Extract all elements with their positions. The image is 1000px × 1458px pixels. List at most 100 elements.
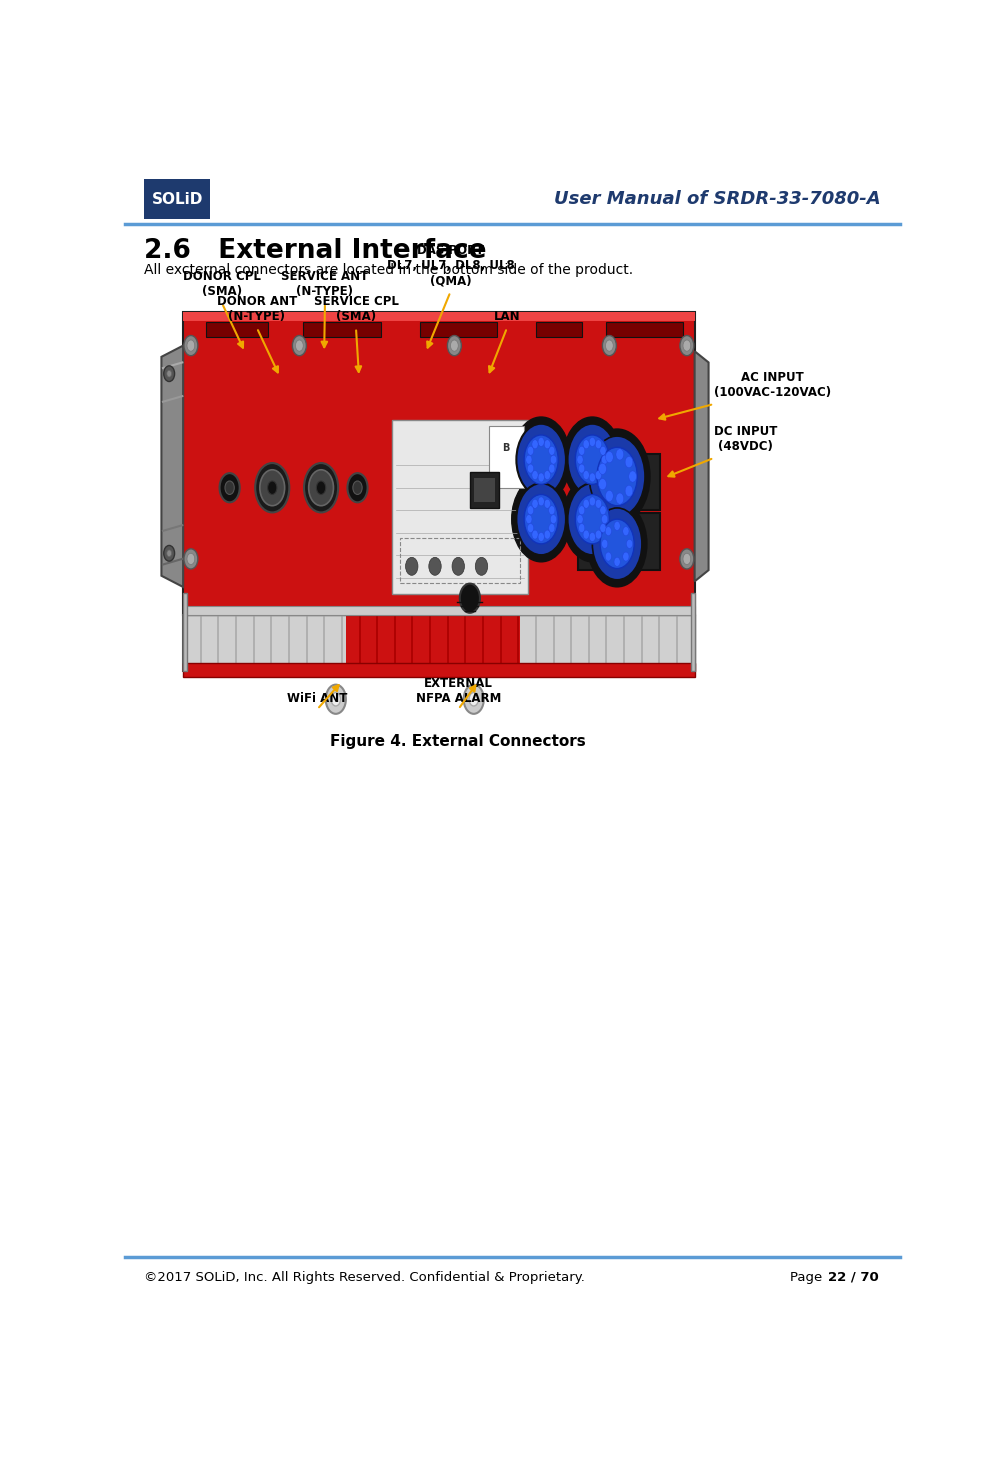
Bar <box>392 420 528 595</box>
Circle shape <box>524 434 558 484</box>
Circle shape <box>680 335 694 356</box>
Circle shape <box>347 474 368 503</box>
Bar <box>606 322 683 337</box>
Circle shape <box>532 471 538 480</box>
Circle shape <box>184 548 198 569</box>
Circle shape <box>600 446 606 455</box>
Circle shape <box>625 456 633 468</box>
Circle shape <box>599 478 606 490</box>
Circle shape <box>595 471 602 480</box>
Circle shape <box>579 523 585 532</box>
Circle shape <box>527 464 534 472</box>
Text: B: B <box>503 443 510 453</box>
Bar <box>474 478 495 503</box>
Bar <box>621 453 660 510</box>
Circle shape <box>575 494 609 544</box>
Circle shape <box>583 531 589 539</box>
Text: DC INPUT
(48VDC): DC INPUT (48VDC) <box>714 426 777 453</box>
Text: SERVICE ANT
(N-TYPE): SERVICE ANT (N-TYPE) <box>281 270 369 299</box>
Circle shape <box>592 507 642 580</box>
Text: ©2017 SOLiD, Inc. All Rights Reserved. Confidential & Proprietary.: ©2017 SOLiD, Inc. All Rights Reserved. C… <box>144 1271 585 1283</box>
Circle shape <box>550 515 557 523</box>
Circle shape <box>549 523 555 532</box>
Bar <box>578 453 617 510</box>
Text: AC INPUT
(100VAC-120VAC): AC INPUT (100VAC-120VAC) <box>714 372 831 399</box>
Circle shape <box>538 437 544 446</box>
Circle shape <box>683 340 691 351</box>
Text: Page: Page <box>790 1271 826 1283</box>
Circle shape <box>589 436 645 518</box>
Circle shape <box>583 499 589 509</box>
Circle shape <box>296 340 303 351</box>
Circle shape <box>184 335 198 356</box>
Circle shape <box>524 494 558 544</box>
Text: SOLiD: SOLiD <box>152 191 203 207</box>
Circle shape <box>512 417 571 503</box>
Bar <box>400 538 520 583</box>
Bar <box>489 426 524 488</box>
Text: EXTERNAL
NFPA ALARM: EXTERNAL NFPA ALARM <box>416 677 501 704</box>
Circle shape <box>588 502 647 586</box>
Circle shape <box>563 477 622 561</box>
Text: All excternal connectors are located in the bottom side of the product.: All excternal connectors are located in … <box>144 262 634 277</box>
Circle shape <box>544 531 550 539</box>
Bar <box>303 322 381 337</box>
Circle shape <box>225 481 234 494</box>
Circle shape <box>626 539 633 548</box>
Circle shape <box>187 553 195 564</box>
Circle shape <box>538 497 544 506</box>
Circle shape <box>452 557 464 576</box>
Circle shape <box>623 553 629 561</box>
Circle shape <box>516 483 566 555</box>
Text: SERVICE CPL
(SMA): SERVICE CPL (SMA) <box>314 295 398 324</box>
Circle shape <box>326 685 346 714</box>
Text: 22 / 70: 22 / 70 <box>828 1271 878 1283</box>
Bar <box>621 513 660 570</box>
Circle shape <box>589 532 595 541</box>
Circle shape <box>579 506 585 515</box>
Circle shape <box>595 531 602 539</box>
Bar <box>144 179 210 219</box>
Bar <box>183 615 695 671</box>
Circle shape <box>292 335 306 356</box>
Circle shape <box>625 486 633 497</box>
Circle shape <box>568 424 617 496</box>
Bar <box>470 472 499 507</box>
Circle shape <box>164 545 175 561</box>
Circle shape <box>614 557 620 566</box>
Circle shape <box>527 446 534 455</box>
Circle shape <box>464 685 484 714</box>
Bar <box>420 322 497 337</box>
Circle shape <box>563 417 622 503</box>
Bar <box>183 312 695 321</box>
Circle shape <box>616 449 624 461</box>
Circle shape <box>532 499 538 509</box>
Circle shape <box>469 693 478 706</box>
Circle shape <box>577 515 583 523</box>
Circle shape <box>549 446 555 455</box>
Circle shape <box>544 499 550 509</box>
Circle shape <box>583 440 589 449</box>
Circle shape <box>683 553 691 564</box>
Circle shape <box>600 519 634 569</box>
Circle shape <box>589 497 595 506</box>
Circle shape <box>460 583 480 612</box>
Bar <box>206 322 268 337</box>
Circle shape <box>353 481 362 494</box>
Text: DAS PORT
DL7, UL7, DL8, UL8
(QMA): DAS PORT DL7, UL7, DL8, UL8 (QMA) <box>387 245 514 287</box>
Circle shape <box>167 550 172 557</box>
Bar <box>183 592 187 671</box>
Circle shape <box>589 437 595 446</box>
Circle shape <box>579 446 585 455</box>
Text: User Manual of SRDR-33-7080-A: User Manual of SRDR-33-7080-A <box>554 190 881 208</box>
Circle shape <box>623 526 629 535</box>
Circle shape <box>595 440 602 449</box>
Circle shape <box>616 493 624 504</box>
Circle shape <box>526 515 532 523</box>
Circle shape <box>220 474 240 503</box>
Text: 2.6   External Interface: 2.6 External Interface <box>144 238 487 264</box>
Circle shape <box>600 523 606 532</box>
Circle shape <box>600 464 606 472</box>
Circle shape <box>512 477 571 561</box>
Text: DONOR CPL
(SMA): DONOR CPL (SMA) <box>183 270 261 299</box>
